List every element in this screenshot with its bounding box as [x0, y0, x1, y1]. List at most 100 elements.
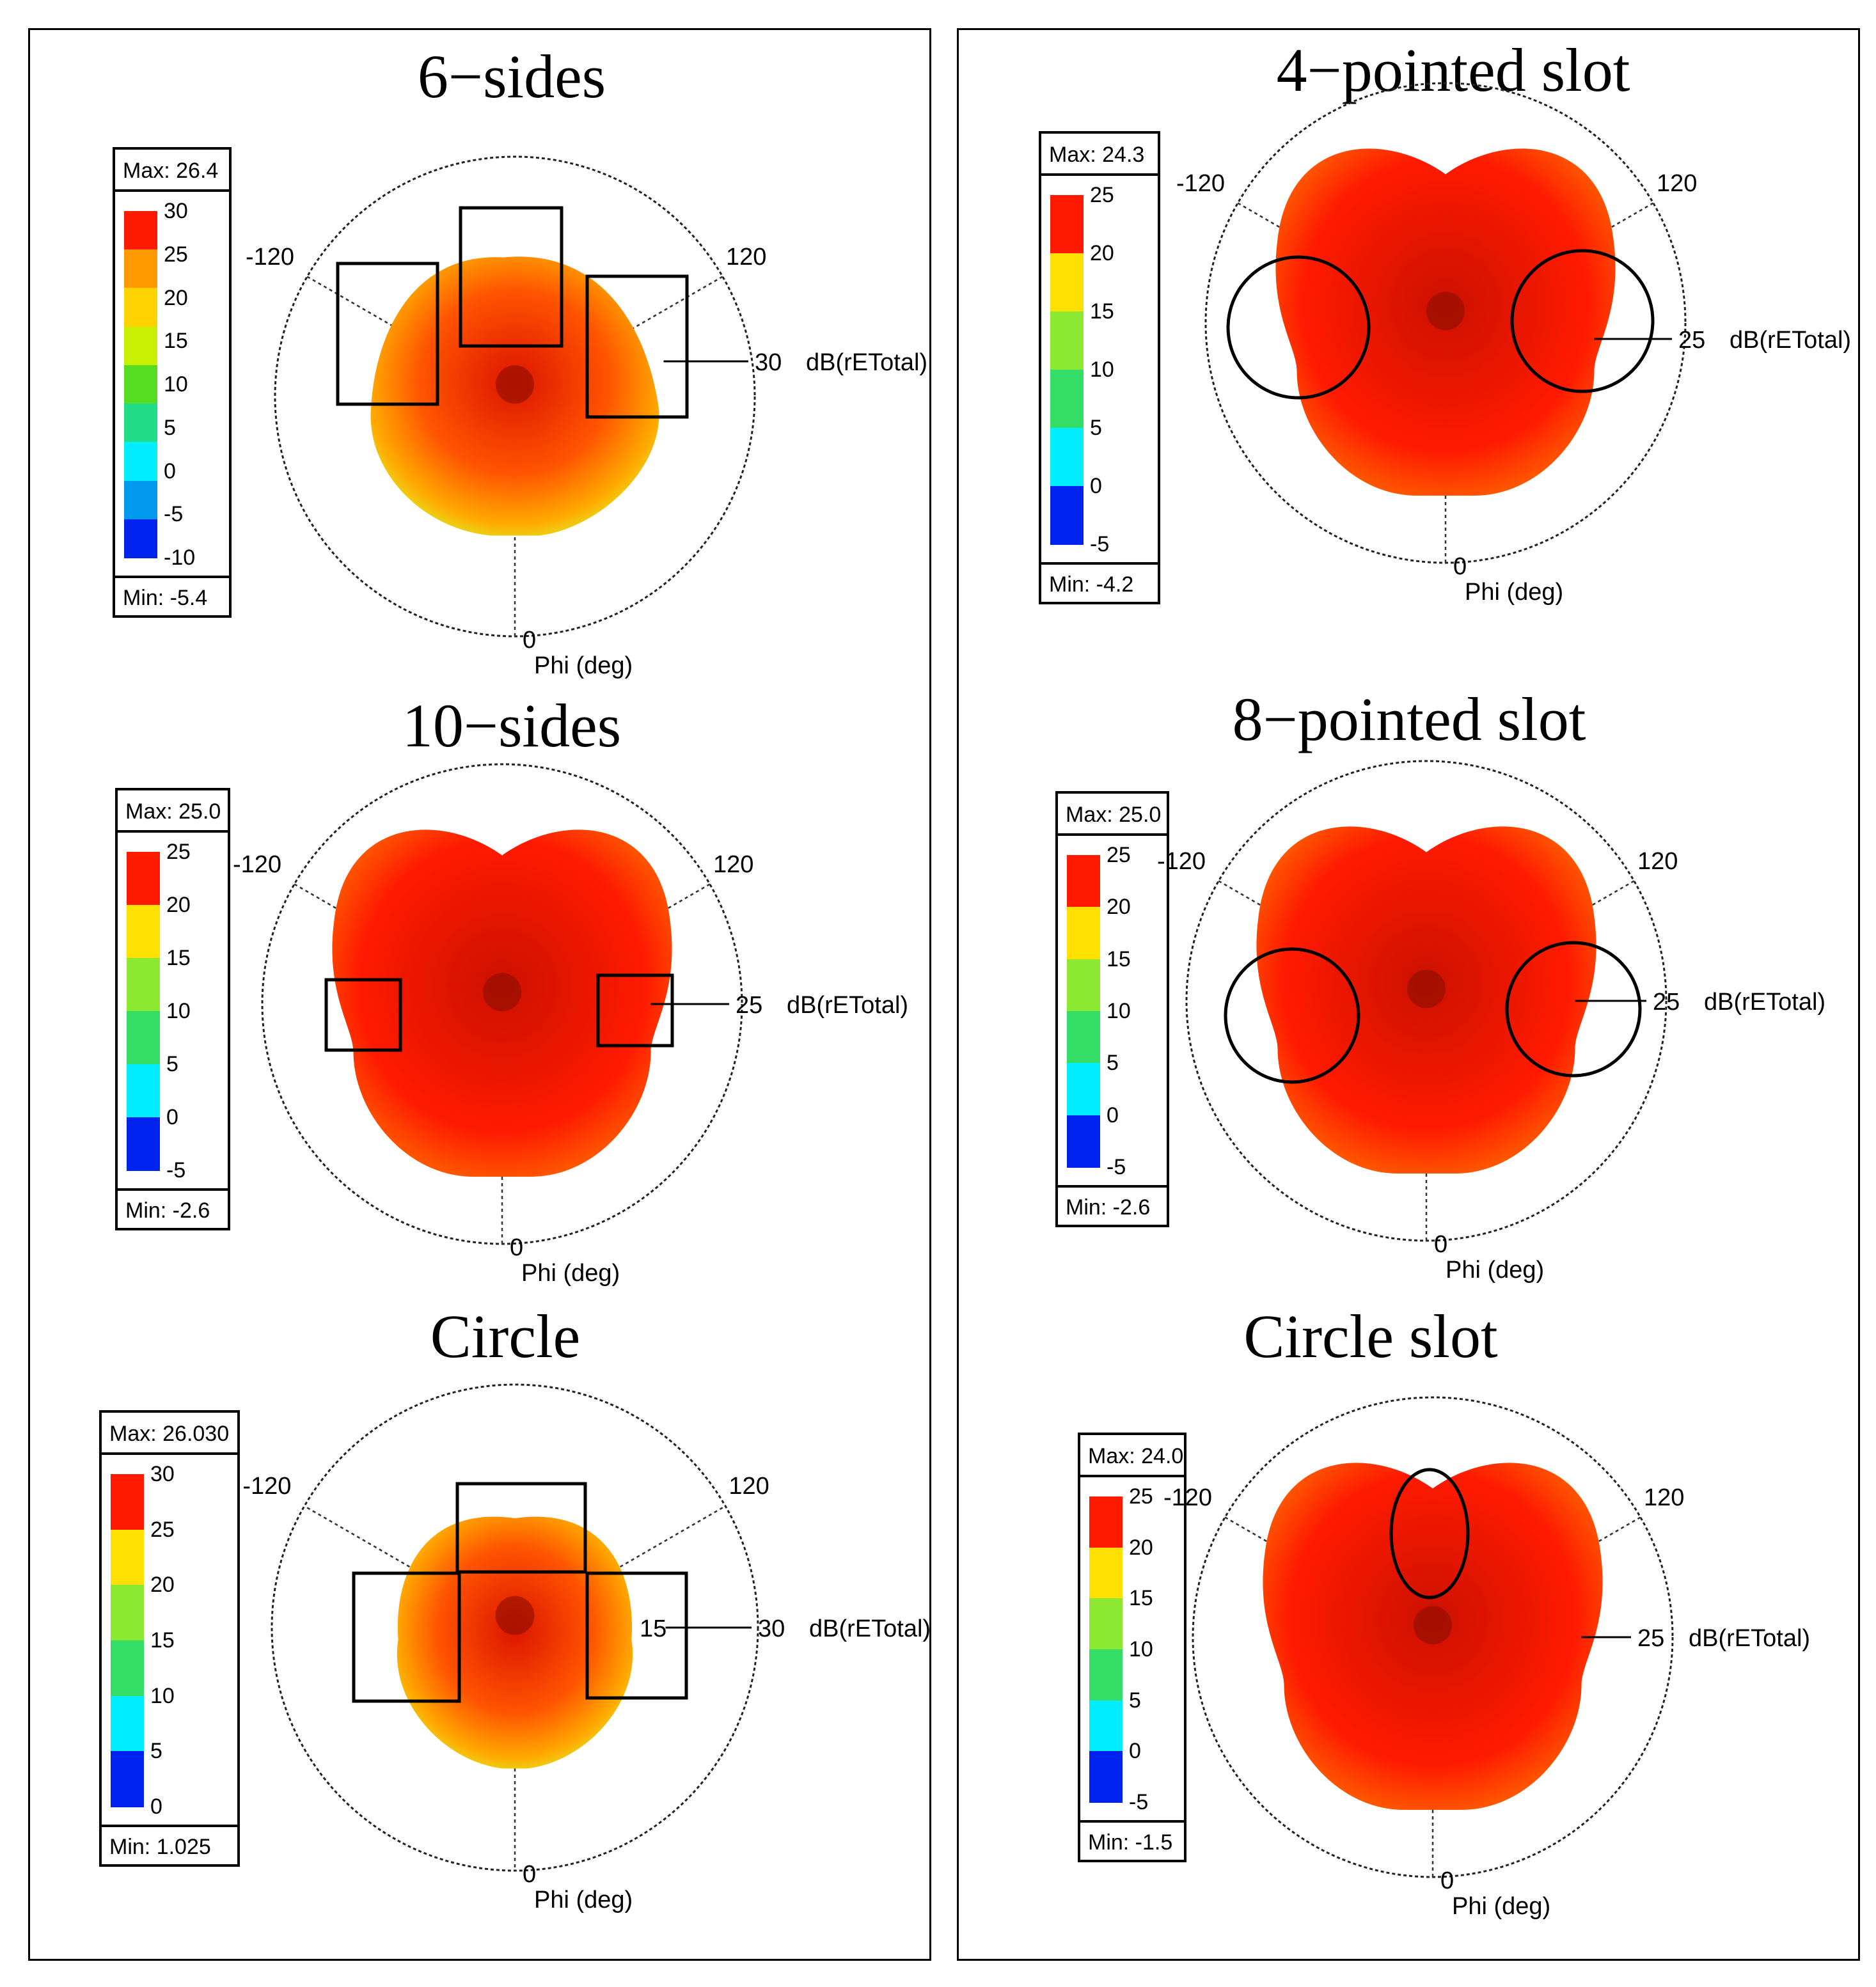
panel-title: 8−pointed slot: [1232, 685, 1586, 754]
color-legend: Max: 25.0 Min: -2.6 25 20 15 10 5 0 -5: [115, 788, 230, 1230]
legend-tick-label: 5: [1090, 416, 1102, 440]
radial-tick-label: 25: [1653, 989, 1680, 1016]
legend-color-swatch: [1089, 1496, 1123, 1548]
highlight-rectangle: [585, 1571, 688, 1700]
angle-tick-label: 0: [1440, 1867, 1454, 1894]
legend-tick-label: 15: [150, 1628, 175, 1653]
legend-color-swatch: [1067, 855, 1100, 908]
color-legend: Max: 24.3 Min: -4.2 25 20 15 10 5 0 -5: [1039, 131, 1160, 604]
legend-color-swatch: [111, 1640, 144, 1697]
legend-color-swatch: [1050, 311, 1084, 370]
legend-tick-label: -5: [1129, 1790, 1149, 1814]
legend-color-swatch: [1067, 1063, 1100, 1116]
legend-color-swatch: [1089, 1598, 1123, 1650]
legend-color-swatch: [127, 905, 160, 959]
highlight-rectangle: [324, 978, 402, 1052]
legend-tick-label: 5: [1129, 1688, 1141, 1713]
axis-label: Phi (deg): [1452, 1893, 1550, 1920]
radial-tick-label: 25: [1678, 327, 1705, 354]
legend-tick-label: -5: [1090, 532, 1110, 556]
angle-tick-label: 120: [713, 851, 753, 878]
legend-max-label: Max: 26.030: [109, 1422, 230, 1446]
legend-color-swatch: [124, 404, 157, 443]
legend-color-swatch: [124, 211, 157, 251]
legend-max-label: Max: 25.0: [125, 799, 221, 824]
axis-label: Phi (deg): [534, 652, 633, 679]
legend-color-swatch: [127, 958, 160, 1012]
legend-color-swatch: [1067, 907, 1100, 960]
axis-label: Phi (deg): [534, 1887, 633, 1913]
panel-title: 10−sides: [402, 691, 622, 760]
axis-label: Phi (deg): [1446, 1257, 1544, 1284]
legend-divider: [102, 1825, 237, 1827]
legend-max-label: Max: 24.3: [1049, 143, 1145, 167]
highlight-rectangle: [336, 262, 439, 406]
legend-tick-label: 0: [1107, 1103, 1119, 1127]
legend-color-swatch: [124, 288, 157, 327]
radial-tick-label: 30: [758, 1615, 785, 1642]
legend-color-swatch: [1089, 1751, 1123, 1803]
legend-color-swatch: [1089, 1547, 1123, 1599]
legend-divider: [1041, 173, 1158, 176]
quantity-label: dB(rETotal): [1689, 1625, 1810, 1652]
legend-tick-label: 20: [164, 285, 188, 310]
legend-tick-label: 0: [166, 1105, 178, 1129]
radial-tick-label: 30: [755, 349, 782, 376]
legend-divider: [115, 189, 229, 192]
legend-tick-label: -5: [166, 1158, 186, 1182]
legend-color-swatch: [1050, 195, 1084, 254]
legend-min-label: Min: 1.025: [109, 1835, 211, 1859]
legend-tick-label: 0: [1090, 474, 1102, 498]
angle-tick-label: 120: [1637, 848, 1678, 875]
legend-min-label: Min: -5.4: [123, 586, 208, 610]
color-legend: Max: 24.0 Min: -1.5 25 20 15 10 5 0 -5: [1078, 1433, 1186, 1862]
axis-label: Phi (deg): [1465, 579, 1563, 606]
color-legend: Max: 26.030 Min: 1.025 30 25 20 15 10 5 0: [99, 1410, 240, 1867]
legend-color-swatch: [111, 1695, 144, 1752]
angle-tick-label: -120: [1157, 848, 1206, 875]
legend-tick-label: 10: [1129, 1637, 1153, 1661]
legend-tick-label: 5: [164, 415, 176, 440]
legend-color-swatch: [124, 442, 157, 482]
legend-divider: [1080, 1475, 1184, 1477]
quantity-label: dB(rETotal): [1730, 327, 1851, 354]
legend-tick-label: 10: [1090, 357, 1114, 382]
legend-tick-label: 10: [150, 1683, 175, 1708]
angle-tick-label: -120: [1163, 1484, 1212, 1511]
quantity-label: dB(rETotal): [1704, 989, 1825, 1016]
angle-tick-label: 120: [729, 1473, 769, 1500]
legend-color-swatch: [111, 1585, 144, 1641]
legend-tick-label: 25: [1129, 1484, 1153, 1509]
legend-min-label: Min: -1.5: [1088, 1830, 1173, 1855]
legend-color-swatch: [1050, 253, 1084, 312]
legend-tick-label: 15: [1090, 299, 1114, 324]
legend-divider: [118, 1188, 228, 1191]
polar-outer-circle: [271, 1383, 759, 1872]
highlight-circle: [1226, 255, 1371, 400]
legend-color-swatch: [127, 1117, 160, 1171]
legend-color-swatch: [111, 1474, 144, 1530]
legend-divider: [115, 576, 229, 578]
legend-tick-label: 15: [166, 946, 191, 970]
highlight-ellipse: [1389, 1468, 1470, 1599]
highlight-rectangle: [596, 973, 674, 1048]
legend-tick-label: 10: [1107, 999, 1131, 1023]
legend-tick-label: 25: [150, 1517, 175, 1542]
highlight-rectangle: [459, 206, 564, 348]
angle-tick-label: 120: [726, 244, 766, 271]
legend-color-swatch: [127, 1011, 160, 1065]
radiation-pattern-surface: [397, 1516, 633, 1769]
pattern-null-point: [1414, 1606, 1452, 1645]
legend-divider: [1058, 833, 1167, 836]
angle-tick-label: 0: [523, 1861, 536, 1888]
legend-tick-label: 10: [166, 999, 191, 1023]
angle-tick-label: -120: [1176, 170, 1225, 197]
pattern-null-point: [495, 1596, 535, 1635]
quantity-label: dB(rETotal): [787, 992, 908, 1019]
highlight-rectangle: [455, 1482, 587, 1574]
legend-tick-label: 0: [164, 459, 176, 483]
legend-color-swatch: [124, 365, 157, 405]
